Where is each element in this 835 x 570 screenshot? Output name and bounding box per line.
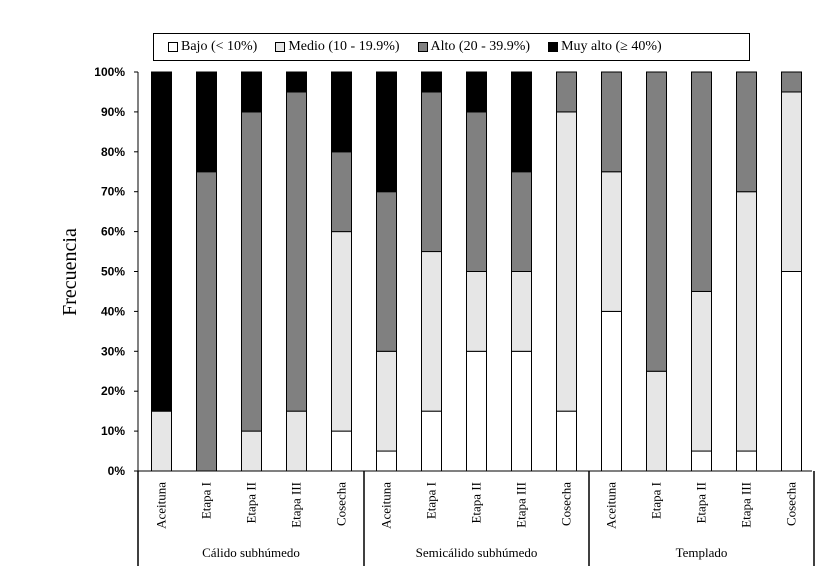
- bar-segment-bajo: [601, 310, 622, 472]
- bar-segment-muy: [376, 71, 397, 193]
- bar-segment-alto: [646, 71, 667, 372]
- legend-label-alto: Alto (20 - 39.9%): [430, 39, 531, 54]
- y-tick-label: 40%: [101, 304, 125, 318]
- bar-segment-muy: [511, 71, 532, 173]
- bar-segment-medio: [331, 231, 352, 432]
- y-tick-label: 20%: [101, 384, 125, 398]
- bar-segment-medio: [151, 410, 172, 472]
- bar-segment-bajo: [331, 430, 352, 472]
- legend-label-muy-alto: Muy alto (≥ 40%): [561, 39, 662, 54]
- legend-item-alto: Alto (20 - 39.9%): [417, 39, 531, 55]
- x-tick-label: Etapa I: [649, 482, 664, 519]
- bar-segment-alto: [466, 111, 487, 273]
- bar-segment-muy: [331, 71, 352, 153]
- y-tick-label: 50%: [101, 265, 125, 279]
- bar-segment-bajo: [421, 410, 442, 472]
- y-tick-label: 80%: [101, 145, 125, 159]
- bar-segment-alto: [331, 151, 352, 233]
- bar-segment-bajo: [556, 410, 577, 472]
- x-tick-label: Etapa III: [514, 482, 529, 528]
- x-tick-label: Cosecha: [784, 482, 799, 526]
- bar-segment-medio: [691, 290, 712, 452]
- x-tick-label: Cosecha: [334, 482, 349, 526]
- bar-segment-medio: [781, 91, 802, 272]
- bar-segment-bajo: [691, 450, 712, 472]
- bar-segment-medio: [646, 370, 667, 472]
- bar-segment-alto: [421, 91, 442, 253]
- bar-segment-medio: [601, 171, 622, 312]
- bar-segment-medio: [511, 271, 532, 352]
- y-tick-label: 70%: [101, 185, 125, 199]
- bar-segment-muy: [421, 71, 442, 93]
- bar-segment-bajo: [466, 350, 487, 472]
- x-tick-label: Etapa III: [739, 482, 754, 528]
- bar-segment-alto: [241, 111, 262, 432]
- bar-segment-muy: [151, 71, 172, 412]
- legend-item-medio: Medio (10 - 19.9%): [275, 39, 400, 55]
- legend-item-bajo: Bajo (< 10%): [168, 39, 257, 55]
- x-tick-label: Etapa II: [694, 482, 709, 524]
- legend: Bajo (< 10%) Medio (10 - 19.9%) Alto (20…: [153, 33, 750, 61]
- bar-segment-bajo: [736, 450, 757, 472]
- bar-segment-alto: [691, 71, 712, 292]
- bar-segment-bajo: [511, 350, 532, 472]
- bar-segment-muy: [286, 71, 307, 93]
- x-tick-label: Etapa II: [244, 482, 259, 524]
- x-tick-label: Etapa I: [199, 482, 214, 519]
- bar-segment-alto: [196, 171, 217, 472]
- bar-segment-alto: [781, 71, 802, 93]
- bar-segment-alto: [286, 91, 307, 412]
- bar-segment-medio: [736, 191, 757, 452]
- bar-segment-medio: [556, 111, 577, 412]
- x-tick-label: Etapa I: [424, 482, 439, 519]
- bar-segment-alto: [601, 71, 622, 173]
- x-tick-label: Etapa III: [289, 482, 304, 528]
- bar-segment-muy: [196, 71, 217, 173]
- x-tick-label: Aceituna: [154, 482, 169, 529]
- group-label: Cálido subhúmedo: [202, 545, 300, 560]
- bar-segment-muy: [241, 71, 262, 113]
- bar-segment-alto: [556, 71, 577, 113]
- bar-segment-bajo: [376, 450, 397, 472]
- y-tick-label: 0%: [108, 464, 126, 478]
- y-tick-label: 100%: [94, 65, 125, 79]
- x-tick-label: Aceituna: [379, 482, 394, 529]
- bar-segment-alto: [376, 191, 397, 352]
- bar-segment-bajo: [781, 271, 802, 472]
- x-tick-label: Etapa II: [469, 482, 484, 524]
- y-tick-label: 90%: [101, 105, 125, 119]
- bar-segment-medio: [286, 410, 307, 472]
- legend-swatch-muy-alto: [548, 42, 559, 52]
- bar-segment-medio: [421, 251, 442, 412]
- y-tick-label: 10%: [101, 424, 125, 438]
- legend-label-medio: Medio (10 - 19.9%): [288, 39, 400, 54]
- bar-segment-alto: [736, 71, 757, 193]
- group-label: Templado: [676, 545, 728, 560]
- legend-swatch-alto: [417, 42, 428, 52]
- bar-segment-alto: [511, 171, 532, 272]
- bar-segment-medio: [376, 350, 397, 452]
- x-tick-label: Cosecha: [559, 482, 574, 526]
- legend-swatch-medio: [275, 42, 286, 52]
- group-label: Semicálido subhúmedo: [416, 545, 538, 560]
- y-tick-label: 30%: [101, 344, 125, 358]
- legend-item-muy-alto: Muy alto (≥ 40%): [548, 39, 662, 55]
- y-tick-label: 60%: [101, 225, 125, 239]
- bar-segment-muy: [466, 71, 487, 113]
- x-tick-label: Aceituna: [604, 482, 619, 529]
- legend-label-bajo: Bajo (< 10%): [181, 39, 258, 54]
- legend-swatch-bajo: [168, 42, 178, 52]
- bar-segment-medio: [241, 430, 262, 472]
- y-axis-title: Frecuencia: [59, 228, 81, 316]
- bar-segment-medio: [466, 271, 487, 352]
